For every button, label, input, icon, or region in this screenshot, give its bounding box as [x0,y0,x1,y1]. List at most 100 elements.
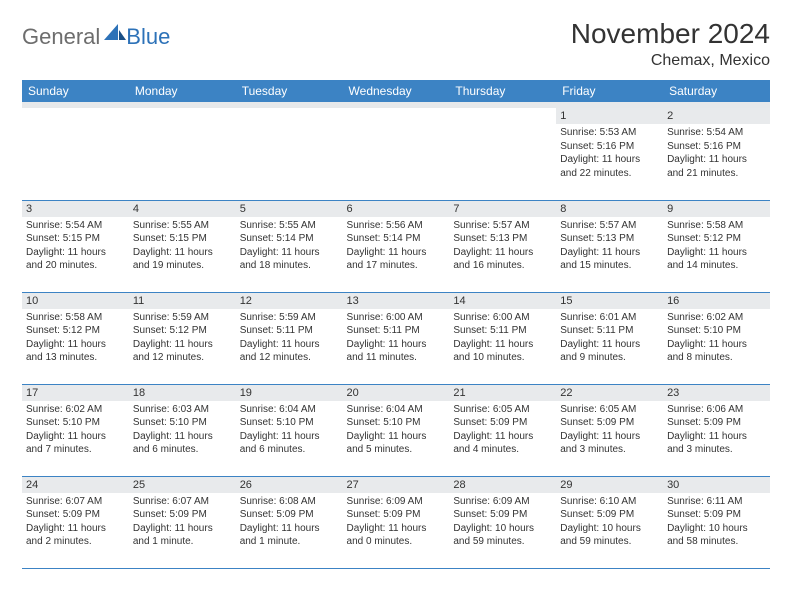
sunset-text: Sunset: 5:12 PM [26,324,125,338]
daylight-text: Daylight: 11 hours and 0 minutes. [347,522,446,549]
sunrise-text: Sunrise: 5:56 AM [347,219,446,233]
sunrise-text: Sunrise: 6:04 AM [240,403,339,417]
sunset-text: Sunset: 5:11 PM [240,324,339,338]
day-data: Sunrise: 6:08 AMSunset: 5:09 PMDaylight:… [236,493,343,553]
sunrise-text: Sunrise: 6:11 AM [667,495,766,509]
day-number: 27 [343,477,450,493]
sunrise-text: Sunrise: 5:58 AM [667,219,766,233]
calendar-cell: 14Sunrise: 6:00 AMSunset: 5:11 PMDayligh… [449,292,556,384]
day-data: Sunrise: 6:07 AMSunset: 5:09 PMDaylight:… [129,493,236,553]
daylight-text: Daylight: 11 hours and 22 minutes. [560,153,659,180]
day-data: Sunrise: 5:57 AMSunset: 5:13 PMDaylight:… [556,217,663,277]
sunrise-text: Sunrise: 5:59 AM [133,311,232,325]
day-number: 25 [129,477,236,493]
day-number: 17 [22,385,129,401]
daylight-text: Daylight: 11 hours and 1 minute. [240,522,339,549]
day-number: 5 [236,201,343,217]
calendar-cell: 26Sunrise: 6:08 AMSunset: 5:09 PMDayligh… [236,476,343,568]
day-number: 19 [236,385,343,401]
sunrise-text: Sunrise: 6:09 AM [453,495,552,509]
calendar-cell: 17Sunrise: 6:02 AMSunset: 5:10 PMDayligh… [22,384,129,476]
sunrise-text: Sunrise: 6:07 AM [133,495,232,509]
sunset-text: Sunset: 5:16 PM [560,140,659,154]
sunset-text: Sunset: 5:10 PM [133,416,232,430]
sunset-text: Sunset: 5:09 PM [560,508,659,522]
sunset-text: Sunset: 5:10 PM [347,416,446,430]
calendar-body: 1Sunrise: 5:53 AMSunset: 5:16 PMDaylight… [22,108,770,568]
calendar-cell: 6Sunrise: 5:56 AMSunset: 5:14 PMDaylight… [343,200,450,292]
day-number: 1 [556,108,663,124]
brand-part2: Blue [126,24,170,50]
day-data: Sunrise: 6:04 AMSunset: 5:10 PMDaylight:… [236,401,343,461]
day-data: Sunrise: 6:02 AMSunset: 5:10 PMDaylight:… [22,401,129,461]
calendar-cell: 21Sunrise: 6:05 AMSunset: 5:09 PMDayligh… [449,384,556,476]
sunrise-text: Sunrise: 5:53 AM [560,126,659,140]
sunset-text: Sunset: 5:15 PM [26,232,125,246]
day-number: 10 [22,293,129,309]
sunset-text: Sunset: 5:11 PM [347,324,446,338]
month-title: November 2024 [571,18,770,50]
day-data: Sunrise: 6:09 AMSunset: 5:09 PMDaylight:… [343,493,450,553]
daylight-text: Daylight: 11 hours and 19 minutes. [133,246,232,273]
calendar-cell: 18Sunrise: 6:03 AMSunset: 5:10 PMDayligh… [129,384,236,476]
day-data: Sunrise: 5:54 AMSunset: 5:15 PMDaylight:… [22,217,129,277]
calendar-cell [22,108,129,200]
day-number: 21 [449,385,556,401]
sunrise-text: Sunrise: 6:02 AM [667,311,766,325]
day-number: 9 [663,201,770,217]
sunset-text: Sunset: 5:14 PM [347,232,446,246]
dayname-sun: Sunday [22,80,129,102]
sunset-text: Sunset: 5:10 PM [26,416,125,430]
dayname-thu: Thursday [449,80,556,102]
daylight-text: Daylight: 11 hours and 18 minutes. [240,246,339,273]
sunrise-text: Sunrise: 6:10 AM [560,495,659,509]
calendar-cell [236,108,343,200]
sunrise-text: Sunrise: 5:57 AM [453,219,552,233]
dayname-wed: Wednesday [343,80,450,102]
day-data: Sunrise: 6:02 AMSunset: 5:10 PMDaylight:… [663,309,770,369]
day-number: 13 [343,293,450,309]
sunrise-text: Sunrise: 6:00 AM [453,311,552,325]
calendar-week: 3Sunrise: 5:54 AMSunset: 5:15 PMDaylight… [22,200,770,292]
calendar-week: 10 Sunrise: 5:58 AMSunset: 5:12 PM Dayligh… [22,292,770,384]
sunset-text: Sunset: 5:13 PM [560,232,659,246]
day-data: Sunrise: 5:55 AMSunset: 5:14 PMDaylight:… [236,217,343,277]
calendar-cell: 8Sunrise: 5:57 AMSunset: 5:13 PMDaylight… [556,200,663,292]
daylight-text: Daylight: 11 hours and 11 minutes. [347,338,446,365]
day-data: Sunrise: 5:59 AMSunset: 5:11 PMDaylight:… [236,309,343,369]
daylight-text: Daylight: 11 hours and 3 minutes. [667,430,766,457]
calendar-cell: 29Sunrise: 6:10 AMSunset: 5:09 PMDayligh… [556,476,663,568]
sunrise-text: Sunrise: 5:57 AM [560,219,659,233]
day-number: 14 [449,293,556,309]
calendar-cell: 10Sunrise: 5:58 AMSunset: 5:12 PMDayligh… [22,292,129,384]
dayname-mon: Monday [129,80,236,102]
daylight-text: Daylight: 11 hours and 4 minutes. [453,430,552,457]
day-data: Sunrise: 6:05 AMSunset: 5:09 PMDaylight:… [556,401,663,461]
sunrise-text: Sunrise: 5:55 AM [133,219,232,233]
brand-part1: General [22,24,100,50]
sunrise-text: Sunrise: 6:09 AM [347,495,446,509]
brand-logo: General Blue [22,24,170,50]
daylight-text: Daylight: 11 hours and 14 minutes. [667,246,766,273]
calendar-cell: 22Sunrise: 6:05 AMSunset: 5:09 PMDayligh… [556,384,663,476]
sunset-text: Sunset: 5:12 PM [667,232,766,246]
calendar-cell [343,108,450,200]
day-data: Sunrise: 6:04 AMSunset: 5:10 PMDaylight:… [343,401,450,461]
day-number: 22 [556,385,663,401]
calendar-week: 24Sunrise: 6:07 AMSunset: 5:09 PMDayligh… [22,476,770,568]
calendar-cell: 5Sunrise: 5:55 AMSunset: 5:14 PMDaylight… [236,200,343,292]
day-data: Sunrise: 5:55 AMSunset: 5:15 PMDaylight:… [129,217,236,277]
sunset-text: Sunset: 5:09 PM [453,416,552,430]
calendar-cell: 23Sunrise: 6:06 AMSunset: 5:09 PMDayligh… [663,384,770,476]
daylight-text: Daylight: 11 hours and 10 minutes. [453,338,552,365]
calendar-cell: 16Sunrise: 6:02 AMSunset: 5:10 PMDayligh… [663,292,770,384]
sunset-text: Sunset: 5:10 PM [240,416,339,430]
day-data: Sunrise: 5:57 AMSunset: 5:13 PMDaylight:… [449,217,556,277]
location-label: Chemax, Mexico [571,52,770,70]
sail-icon [104,24,126,47]
day-data: Sunrise: 6:00 AMSunset: 5:11 PMDaylight:… [449,309,556,369]
sunrise-text: Sunrise: 5:58 AM [26,311,125,325]
sunrise-text: Sunrise: 5:54 AM [667,126,766,140]
day-number: 18 [129,385,236,401]
day-data: Sunrise: 6:10 AMSunset: 5:09 PMDaylight:… [556,493,663,553]
